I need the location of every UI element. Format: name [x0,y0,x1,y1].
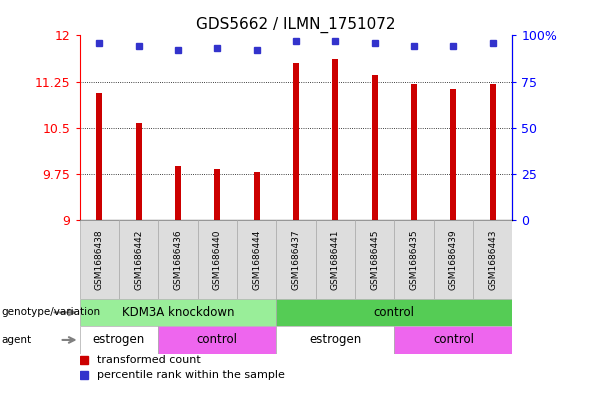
Text: agent: agent [1,335,31,345]
Bar [395,220,434,299]
Text: GSM1686444: GSM1686444 [252,229,261,290]
Text: KDM3A knockdown: KDM3A knockdown [122,306,234,319]
Title: GDS5662 / ILMN_1751072: GDS5662 / ILMN_1751072 [196,17,396,33]
Bar [80,220,119,299]
Text: GSM1686445: GSM1686445 [370,229,379,290]
Text: GSM1686443: GSM1686443 [488,229,497,290]
Text: genotype/variation: genotype/variation [1,307,100,318]
Bar [276,299,512,326]
Text: control: control [433,333,474,347]
Bar [434,220,473,299]
Text: GSM1686436: GSM1686436 [173,229,183,290]
Text: GSM1686440: GSM1686440 [213,229,222,290]
Bar [372,75,378,220]
Bar [80,299,276,326]
Bar [214,169,220,220]
Text: control: control [197,333,238,347]
Bar [237,220,276,299]
Bar [197,220,237,299]
Bar [158,326,276,354]
Bar [96,93,102,220]
Bar [473,220,512,299]
Bar [175,166,181,220]
Text: GSM1686438: GSM1686438 [95,229,104,290]
Text: GSM1686435: GSM1686435 [409,229,419,290]
Text: control: control [374,306,415,319]
Bar [293,63,299,220]
Bar [411,84,417,220]
Text: percentile rank within the sample: percentile rank within the sample [97,370,284,380]
Bar [254,172,260,220]
Text: GSM1686442: GSM1686442 [134,229,143,290]
Bar [490,84,496,220]
Bar [316,220,355,299]
Bar [276,326,395,354]
Text: transformed count: transformed count [97,354,201,365]
Bar [332,59,338,220]
Bar [158,220,197,299]
Bar [119,220,158,299]
Bar [276,220,316,299]
Bar [395,326,512,354]
Bar [451,89,456,220]
Text: GSM1686437: GSM1686437 [292,229,300,290]
Bar [135,123,141,220]
Bar [355,220,395,299]
Text: estrogen: estrogen [92,333,145,347]
Text: GSM1686441: GSM1686441 [331,229,340,290]
Text: estrogen: estrogen [309,333,362,347]
Bar [80,326,158,354]
Text: GSM1686439: GSM1686439 [449,229,458,290]
